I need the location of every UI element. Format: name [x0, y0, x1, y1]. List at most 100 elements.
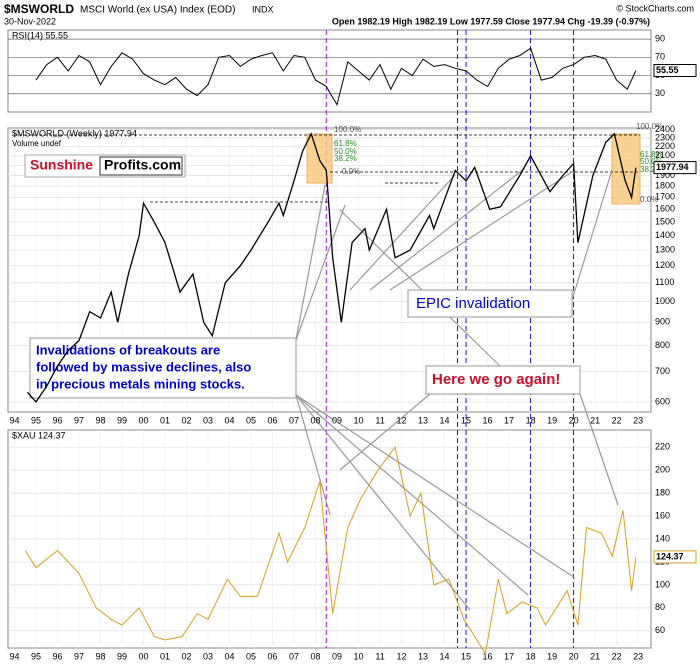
pointer [295, 394, 529, 596]
x-tick-label: 97 [74, 651, 84, 661]
logo-right: Profits.com [104, 157, 181, 173]
x-tick-label: 96 [52, 415, 62, 425]
x-tick-label: 07 [289, 651, 299, 661]
symbol: $MSWORLD [4, 2, 74, 16]
x-tick-label: 09 [332, 651, 342, 661]
y-tick-label: 2300 [655, 132, 675, 142]
panel [7, 29, 652, 113]
note-line: Invalidations of breakouts are [36, 342, 220, 357]
x-tick-label: 02 [181, 415, 191, 425]
fib-label: 38.2% [334, 154, 357, 163]
x-tick-label: 01 [160, 415, 170, 425]
series-line [35, 47, 637, 107]
x-tick-label: 07 [289, 415, 299, 425]
x-tick-label: 09 [332, 415, 342, 425]
x-tick-label: 11 [375, 651, 384, 661]
x-tick-label: 15 [461, 415, 471, 425]
y-tick-label: 1000 [655, 296, 675, 306]
x-tick-label: 22 [612, 415, 622, 425]
pointer [369, 167, 526, 291]
x-tick-label: 06 [268, 651, 278, 661]
fib-label: 50.0% [334, 147, 357, 156]
fib-label: 100.0% [334, 125, 361, 134]
x-tick-label: 10 [354, 651, 364, 661]
y-tick-label: 80 [655, 602, 665, 612]
series-line [24, 446, 637, 656]
fib-label: 50.0% [640, 157, 663, 166]
pointer [295, 204, 346, 341]
x-tick-label: 10 [354, 415, 364, 425]
x-tick-label: 19 [547, 651, 557, 661]
x-tick-label: 12 [397, 651, 407, 661]
x-tick-label: 05 [246, 415, 256, 425]
x-tick-label: 95 [31, 415, 41, 425]
logo-right-box [99, 156, 183, 176]
y-tick-label: 180 [655, 487, 670, 497]
x-tick-label: 11 [375, 415, 384, 425]
y-tick-label: 1700 [655, 192, 675, 202]
last-value-label: 55.55 [656, 65, 679, 75]
last-value-box [653, 63, 697, 77]
x-tick-label: 04 [224, 651, 234, 661]
y-tick-label: 220 [655, 442, 670, 452]
y-tick-label: 30 [655, 88, 665, 98]
fib-label: 0.0% [640, 195, 658, 204]
x-tick-label: 03 [203, 651, 213, 661]
fib-label: 38.2% [640, 165, 663, 174]
x-tick-label: 06 [268, 415, 278, 425]
x-tick-label: 94 [9, 651, 19, 661]
x-tick-label: 04 [224, 415, 234, 425]
y-tick-label: 900 [655, 317, 670, 327]
y-tick-label: 2100 [655, 150, 675, 160]
y-tick-label: 1300 [655, 244, 675, 254]
y-tick-label: 1800 [655, 181, 675, 191]
last-value-box [653, 161, 697, 175]
x-tick-label: 17 [504, 651, 514, 661]
x-tick-label: 23 [633, 651, 643, 661]
note-again: Here we go again! [432, 371, 560, 388]
source: © StockCharts.com [616, 3, 694, 13]
panel-title: $MSWORLD (Weekly) 1977.94 [12, 128, 137, 138]
last-value-box [653, 550, 697, 564]
y-tick-label: 70 [655, 52, 665, 62]
fib-label: 61.8% [640, 150, 663, 159]
pointer [571, 169, 613, 301]
x-tick-label: 16 [483, 651, 493, 661]
y-tick-label: 90 [655, 33, 665, 43]
x-tick-label: 98 [95, 651, 105, 661]
pointer [579, 393, 619, 506]
pointer [339, 393, 431, 471]
x-tick-label: 01 [160, 651, 170, 661]
note-line: in precious metals mining stocks. [36, 376, 245, 391]
y-tick-label: 2200 [655, 141, 675, 151]
last-value-label: 124.37 [656, 551, 684, 561]
panel-title: $XAU 124.37 [12, 430, 66, 440]
pointer [295, 184, 326, 341]
y-tick-label: 1200 [655, 260, 675, 270]
x-tick-label: 99 [117, 415, 127, 425]
x-tick-label: 13 [418, 415, 428, 425]
logo-left: Sunshine [30, 157, 93, 173]
pointer [295, 394, 331, 516]
x-tick-label: 03 [203, 415, 213, 425]
panel-subtitle: Volume undef [12, 139, 62, 148]
index-name: MSCI World (ex USA) Index (EOD) [80, 5, 235, 16]
x-tick-label: 00 [138, 415, 148, 425]
y-tick-label: 160 [655, 510, 670, 520]
y-tick-label: 2400 [655, 124, 675, 134]
x-tick-label: 15 [461, 651, 471, 661]
x-tick-label: 02 [181, 651, 191, 661]
x-tick-label: 12 [397, 415, 407, 425]
x-tick-label: 14 [440, 415, 450, 425]
x-tick-label: 18 [526, 415, 536, 425]
x-tick-label: 14 [440, 651, 450, 661]
x-tick-label: 97 [74, 415, 84, 425]
pointer [295, 394, 471, 611]
x-tick-label: 23 [633, 415, 643, 425]
note-box [407, 289, 573, 318]
last-value-label: 1977.94 [656, 162, 689, 172]
panel [7, 127, 652, 413]
panel-title: RSI(14) 55.55 [12, 30, 68, 40]
reference-lines [14, 134, 640, 203]
